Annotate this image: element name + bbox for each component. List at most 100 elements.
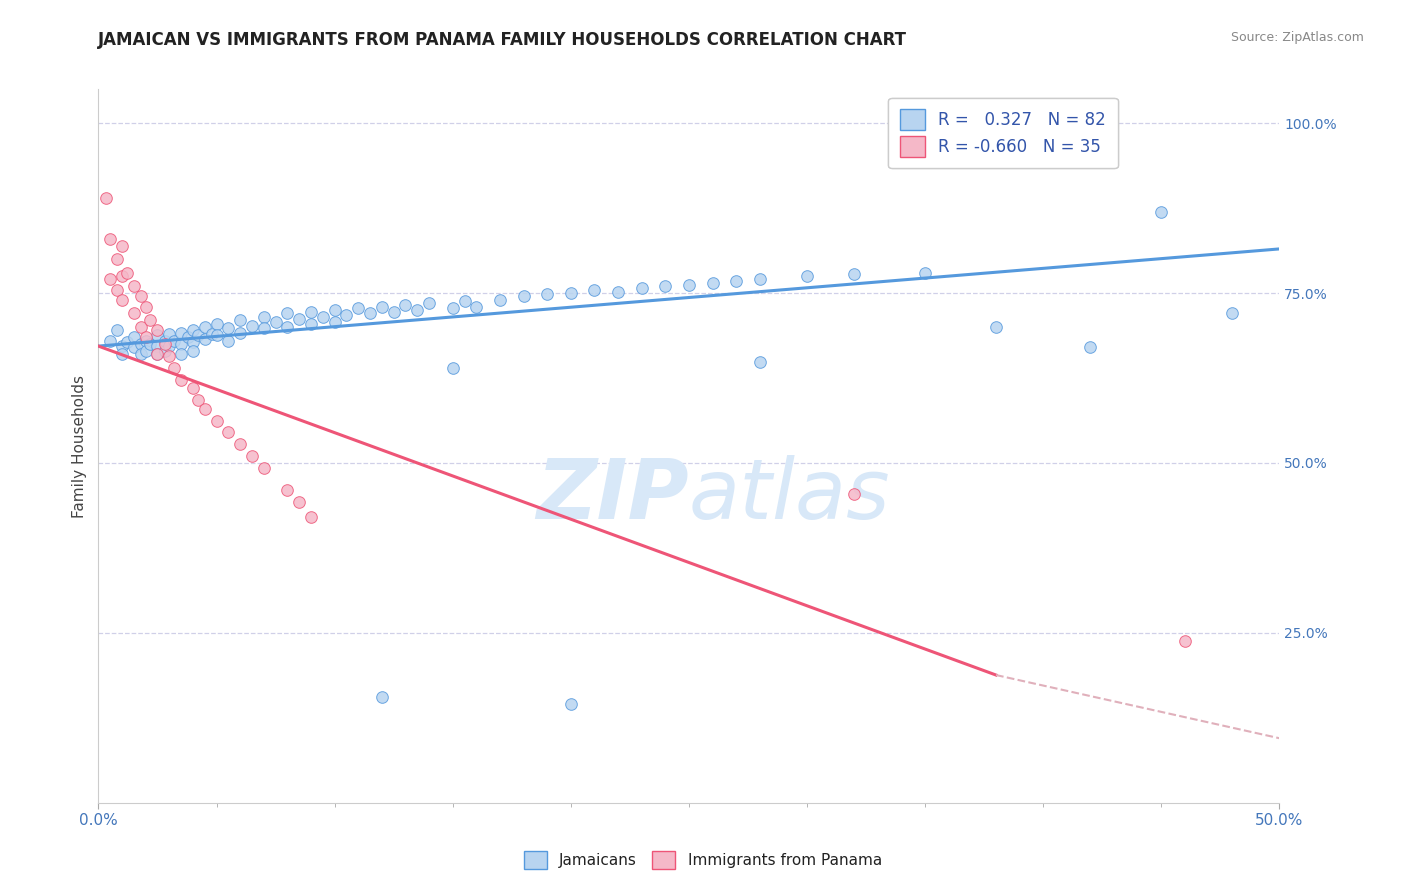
Point — [678, 277, 700, 292]
Point — [371, 300, 394, 314]
Point — [299, 317, 322, 331]
Point — [181, 323, 204, 337]
Point — [253, 310, 276, 324]
Point — [205, 414, 228, 428]
Point — [194, 401, 217, 416]
Point — [170, 326, 193, 340]
Point — [98, 334, 121, 348]
Point — [560, 286, 582, 301]
Text: ZIP: ZIP — [536, 456, 689, 536]
Point — [153, 334, 176, 348]
Point — [702, 276, 724, 290]
Point — [347, 301, 370, 315]
Legend: R =   0.327   N = 82, R = -0.660   N = 35: R = 0.327 N = 82, R = -0.660 N = 35 — [889, 97, 1118, 169]
Point — [217, 321, 239, 335]
Point — [512, 289, 534, 303]
Point — [111, 293, 134, 307]
Point — [122, 279, 145, 293]
Point — [98, 232, 121, 246]
Point — [187, 328, 209, 343]
Point — [177, 330, 200, 344]
Point — [129, 347, 152, 361]
Point — [157, 339, 180, 353]
Point — [170, 347, 193, 361]
Point — [1150, 204, 1173, 219]
Point — [264, 315, 287, 329]
Point — [129, 320, 152, 334]
Point — [844, 267, 866, 281]
Point — [111, 238, 134, 252]
Point — [187, 393, 209, 408]
Point — [536, 287, 558, 301]
Point — [229, 326, 252, 340]
Point — [122, 341, 145, 355]
Point — [181, 381, 204, 395]
Point — [796, 269, 818, 284]
Point — [94, 191, 117, 205]
Point — [359, 306, 381, 320]
Legend: Jamaicans, Immigrants from Panama: Jamaicans, Immigrants from Panama — [517, 845, 889, 875]
Point — [153, 343, 176, 358]
Point — [170, 337, 193, 351]
Point — [984, 320, 1007, 334]
Point — [406, 303, 429, 318]
Point — [122, 306, 145, 320]
Point — [240, 449, 263, 463]
Point — [111, 347, 134, 361]
Point — [560, 697, 582, 711]
Point — [453, 294, 475, 309]
Point — [105, 323, 128, 337]
Point — [288, 495, 311, 509]
Point — [163, 334, 186, 348]
Point — [276, 320, 298, 334]
Point — [217, 334, 239, 348]
Point — [465, 300, 488, 314]
Point — [914, 266, 936, 280]
Point — [1080, 341, 1102, 355]
Point — [276, 306, 298, 320]
Point — [111, 269, 134, 284]
Point — [441, 301, 464, 315]
Point — [583, 283, 606, 297]
Point — [299, 305, 322, 319]
Point — [229, 313, 252, 327]
Point — [146, 339, 169, 353]
Point — [181, 334, 204, 349]
Point — [194, 332, 217, 346]
Point — [371, 690, 394, 705]
Point — [205, 328, 228, 343]
Text: atlas: atlas — [689, 456, 890, 536]
Point — [441, 360, 464, 375]
Point — [170, 373, 193, 387]
Point — [335, 308, 357, 322]
Point — [157, 326, 180, 341]
Point — [1174, 634, 1197, 648]
Point — [201, 326, 224, 341]
Point — [153, 337, 176, 351]
Point — [725, 274, 748, 288]
Text: Source: ZipAtlas.com: Source: ZipAtlas.com — [1230, 31, 1364, 45]
Point — [299, 510, 322, 524]
Point — [129, 337, 152, 351]
Point — [135, 343, 157, 358]
Point — [146, 323, 169, 337]
Point — [105, 283, 128, 297]
Point — [135, 300, 157, 314]
Point — [382, 305, 405, 319]
Point — [146, 347, 169, 361]
Point — [253, 461, 276, 475]
Point — [253, 321, 276, 335]
Point — [115, 266, 138, 280]
Point — [418, 296, 440, 310]
Point — [135, 334, 157, 348]
Point — [111, 339, 134, 353]
Y-axis label: Family Households: Family Households — [72, 375, 87, 517]
Point — [844, 486, 866, 500]
Point — [163, 360, 186, 375]
Point — [394, 298, 416, 312]
Point — [217, 425, 239, 440]
Point — [135, 330, 157, 344]
Point — [115, 334, 138, 349]
Point — [323, 303, 346, 318]
Point — [288, 312, 311, 326]
